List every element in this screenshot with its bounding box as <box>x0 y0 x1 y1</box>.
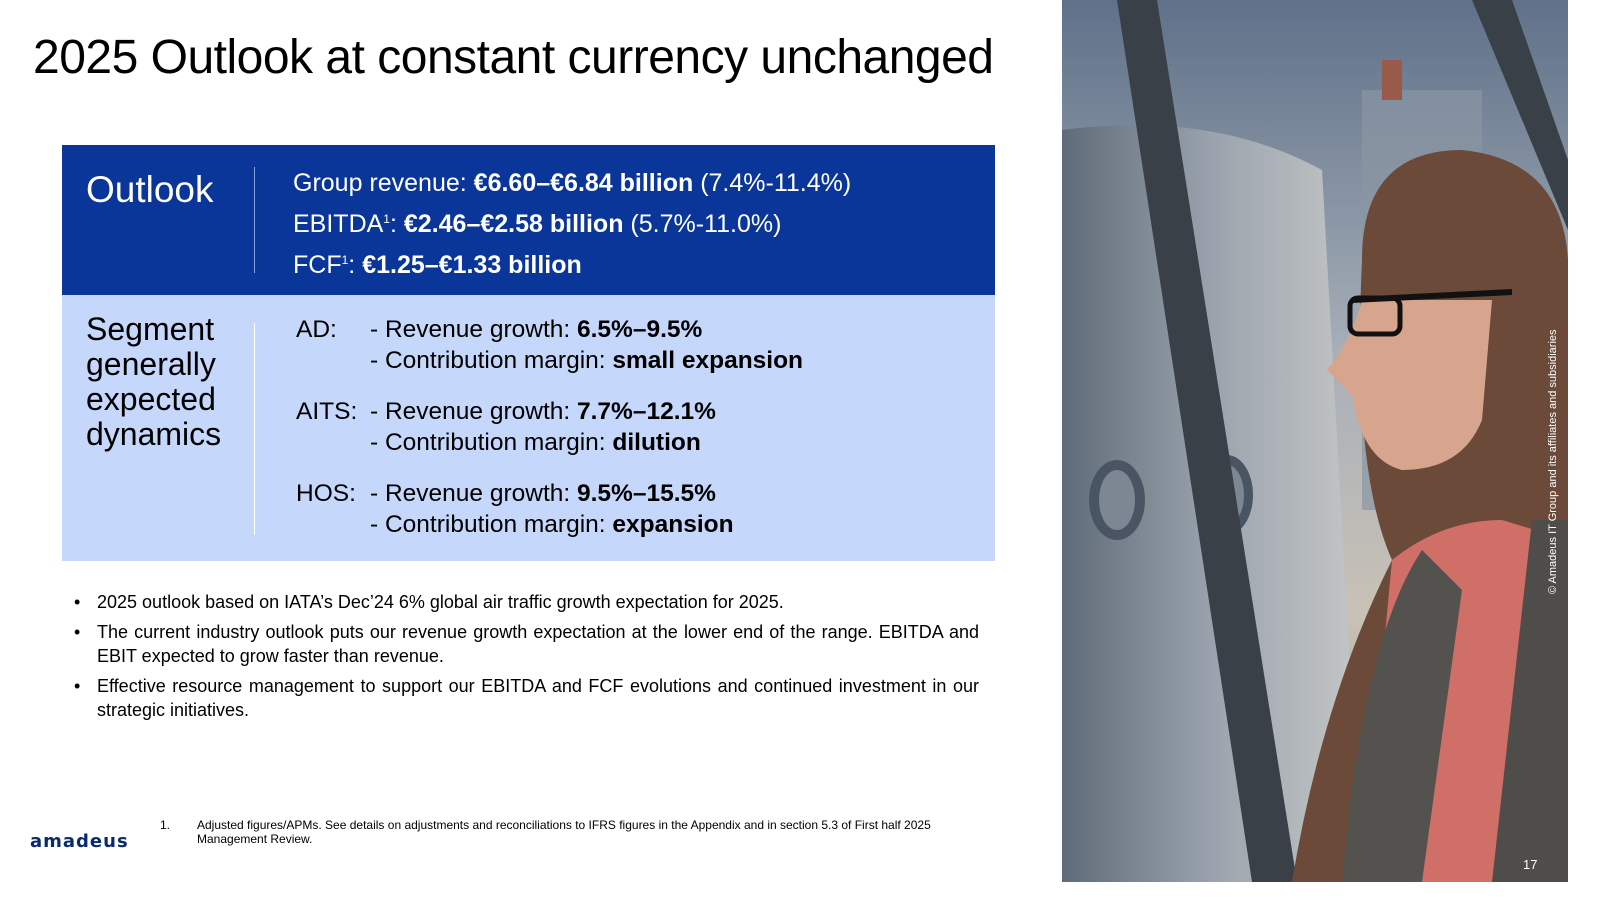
segment-code: HOS: <box>296 480 356 507</box>
margin-label: - Contribution margin: <box>370 511 613 538</box>
contribution-margin-line: - Contribution margin: small expansion <box>370 345 803 376</box>
segment-code: AITS: <box>296 398 358 425</box>
bullet-item: The current industry outlook puts our re… <box>74 620 979 668</box>
growth-label: - Revenue growth: <box>370 316 577 343</box>
photo-credit: © Amadeus IT Group and its affiliates an… <box>1547 329 1559 594</box>
bullet-item: Effective resource management to support… <box>74 674 979 722</box>
ebitda-line: EBITDA1: €2.46–€2.58 billion (5.7%-11.0%… <box>293 204 851 245</box>
ebitda-colon: : <box>389 210 404 238</box>
amadeus-logo: amadeus <box>30 831 129 852</box>
group-revenue-value: €6.60–€6.84 billion <box>473 169 694 197</box>
revenue-growth-line: - Revenue growth: 9.5%–15.5% <box>370 478 734 509</box>
margin-label: - Contribution margin: <box>370 347 613 374</box>
group-revenue-line: Group revenue: €6.60–€6.84 billion (7.4%… <box>293 163 851 204</box>
growth-value: 7.7%–12.1% <box>577 398 716 425</box>
growth-label: - Revenue growth: <box>370 398 577 425</box>
bullet-item: 2025 outlook based on IATA’s Dec’24 6% g… <box>74 590 979 614</box>
margin-value: dilution <box>612 429 701 456</box>
ebitda-value: €2.46–€2.58 billion <box>403 210 624 238</box>
bullet-list: 2025 outlook based on IATA’s Dec’24 6% g… <box>74 590 979 728</box>
outlook-lines: Group revenue: €6.60–€6.84 billion (7.4%… <box>293 163 851 286</box>
ebitda-range: (5.7%-11.0%) <box>623 210 782 238</box>
ebitda-footnote-ref: 1 <box>383 212 390 226</box>
fcf-label: FCF <box>293 251 342 279</box>
margin-value: expansion <box>612 511 734 538</box>
revenue-growth-line: - Revenue growth: 7.7%–12.1% <box>370 396 716 427</box>
fcf-footnote-ref: 1 <box>341 253 349 267</box>
outlook-heading: Outlook <box>86 169 214 210</box>
ebitda-label: EBITDA <box>293 210 384 238</box>
segment-divider <box>254 323 255 535</box>
group-revenue-label: Group revenue: <box>293 169 474 197</box>
segment-heading: Segment generally expected dynamics <box>86 311 222 452</box>
segment-box: Segment generally expected dynamics AD: … <box>62 295 995 561</box>
margin-value: small expansion <box>612 347 804 374</box>
footnote-number: 1. <box>160 818 171 832</box>
growth-label: - Revenue growth: <box>370 480 577 507</box>
group-revenue-range: (7.4%-11.4%) <box>693 169 852 197</box>
fcf-line: FCF1: €1.25–€1.33 billion <box>293 245 851 286</box>
fcf-value: €1.25–€1.33 billion <box>362 251 582 279</box>
page-title: 2025 Outlook at constant currency unchan… <box>33 31 994 84</box>
footnote-text: Adjusted figures/APMs. See details on ad… <box>197 818 931 846</box>
photo-illustration <box>1062 0 1568 882</box>
fcf-colon: : <box>348 251 363 279</box>
revenue-growth-line: - Revenue growth: 6.5%–9.5% <box>370 314 803 345</box>
outlook-box: Outlook Group revenue: €6.60–€6.84 billi… <box>62 145 995 295</box>
contribution-margin-line: - Contribution margin: expansion <box>370 509 734 540</box>
contribution-margin-line: - Contribution margin: dilution <box>370 427 716 458</box>
page-number: 17 <box>1523 857 1538 872</box>
margin-label: - Contribution margin: <box>370 429 613 456</box>
growth-value: 6.5%–9.5% <box>577 316 703 343</box>
outlook-divider <box>254 167 255 273</box>
growth-value: 9.5%–15.5% <box>577 480 716 507</box>
traveler-photo <box>1062 0 1568 882</box>
segment-code: AD: <box>296 316 337 343</box>
